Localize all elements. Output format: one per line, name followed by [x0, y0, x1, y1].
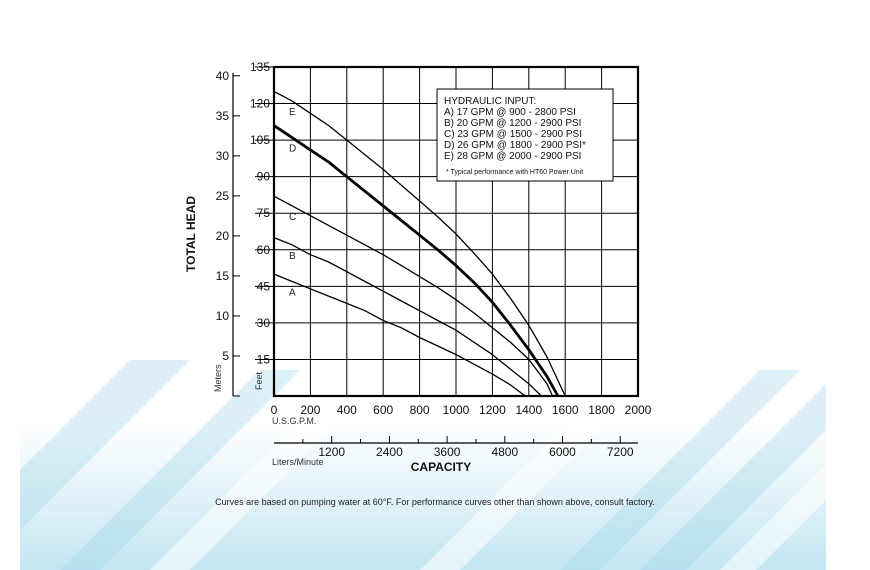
- legend-title: HYDRAULIC INPUT:: [444, 96, 536, 107]
- performance-curves: [273, 90, 566, 397]
- meters-tick-label: 40: [216, 69, 230, 83]
- x-axis-title: CAPACITY: [411, 460, 471, 474]
- curve-label-e: E: [289, 107, 296, 118]
- y-axis-title: TOTAL HEAD: [184, 196, 198, 272]
- legend-entry-c: C) 23 GPM @ 1500 - 2900 PSI: [444, 129, 582, 140]
- curve-d: [273, 124, 560, 397]
- plot-frame: [272, 65, 640, 398]
- curve-labels: A B C D E: [289, 107, 296, 298]
- meters-tick-label: 20: [216, 229, 230, 243]
- legend-entry-b: B) 20 GPM @ 1200 - 2900 PSI: [444, 118, 581, 129]
- curve-b: [273, 236, 542, 397]
- gpm-tick-label: 400: [337, 403, 357, 417]
- liters-tick-label: 7200: [607, 445, 634, 459]
- legend-entry-a: A) 17 GPM @ 900 - 2800 PSI: [444, 107, 576, 118]
- curve-label-d: D: [289, 144, 296, 155]
- curve-a: [273, 273, 526, 397]
- curve-e: [273, 90, 566, 397]
- meters-tick-label: 5: [222, 349, 229, 363]
- legend: HYDRAULIC INPUT: A) 17 GPM @ 900 - 2800 …: [436, 88, 614, 182]
- meters-unit-label: Meters: [213, 364, 223, 392]
- legend-entry-e: E) 28 GPM @ 2000 - 2900 PSI: [444, 151, 581, 162]
- liters-tick-label: 4800: [491, 445, 518, 459]
- gpm-tick-label: 600: [373, 403, 393, 417]
- liters-tick-label: 1200: [318, 445, 345, 459]
- gpm-tick-label: 0: [271, 403, 278, 417]
- meters-tick-label: 30: [216, 149, 230, 163]
- gpm-tick-label: 1200: [479, 403, 506, 417]
- liters-unit-label: Liters/Minute: [272, 457, 324, 467]
- liters-tick-label: 2400: [376, 445, 403, 459]
- liters-axis: 1200 2400 3600 4800 6000 7200: [302, 436, 634, 459]
- gpm-tick-label: 800: [410, 403, 430, 417]
- meters-tick-label: 25: [216, 189, 230, 203]
- gpm-tick-label: 2000: [625, 403, 652, 417]
- curve-label-c: C: [289, 212, 296, 223]
- curve-label-b: B: [289, 251, 296, 262]
- legend-entry-d: D) 26 GPM @ 1800 - 2900 PSI*: [444, 140, 586, 151]
- gpm-tick-label: 1800: [588, 403, 615, 417]
- gpm-tick-label: 1400: [515, 403, 542, 417]
- meters-axis: 5 10 15 20 25 30 35 40: [216, 69, 240, 397]
- curve-c: [273, 195, 554, 397]
- liters-tick-label: 3600: [434, 445, 461, 459]
- gpm-tick-label: 200: [300, 403, 320, 417]
- gpm-tick-label: 1000: [443, 403, 470, 417]
- curve-label-a: A: [289, 287, 296, 298]
- meters-tick-label: 15: [216, 269, 230, 283]
- feet-unit-label: Feet: [254, 371, 264, 390]
- meters-tick-label: 35: [216, 109, 230, 123]
- gpm-axis: 0 200 400 600 800 1000 1200 1400 1600 1800 2000: [271, 403, 652, 417]
- legend-box: [436, 88, 614, 182]
- gpm-unit-label: U.S.G.P.M.: [272, 416, 316, 426]
- legend-note: * Typical performance with HT60 Power Un…: [446, 169, 583, 176]
- liters-tick-label: 6000: [549, 445, 576, 459]
- gpm-tick-label: 1600: [552, 403, 579, 417]
- footnote: Curves are based on pumping water at 60°…: [215, 497, 655, 507]
- meters-tick-label: 10: [216, 309, 230, 323]
